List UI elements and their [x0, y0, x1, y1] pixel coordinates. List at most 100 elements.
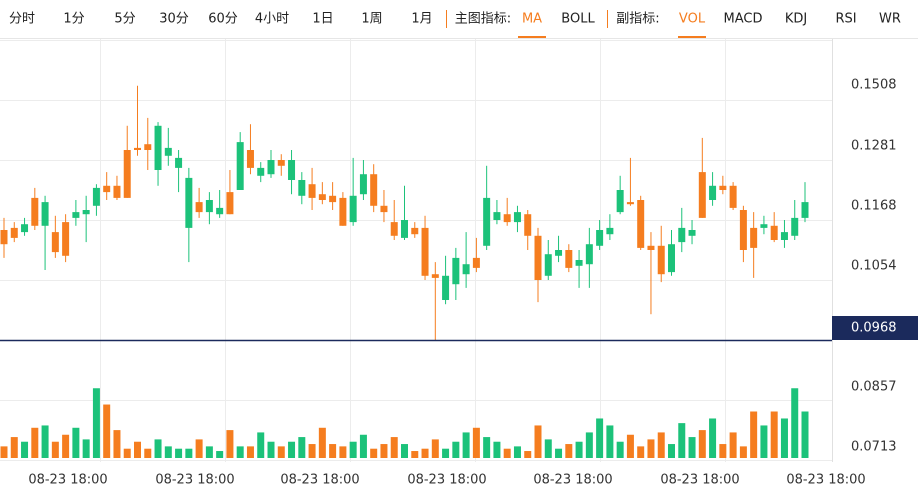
- volume-bar: [668, 444, 675, 458]
- candle-body: [329, 195, 337, 203]
- volume-bar: [103, 404, 111, 458]
- candle-body: [421, 227, 429, 276]
- timeframe-tab[interactable]: 60分: [208, 12, 238, 27]
- volume-bar: [770, 411, 778, 458]
- candle-body: [21, 224, 29, 233]
- timeframe-tab[interactable]: 30分: [159, 12, 189, 27]
- candle-body: [41, 202, 49, 226]
- candle-body: [709, 185, 717, 200]
- volume-bar: [791, 388, 799, 458]
- candle-body: [134, 147, 141, 150]
- candle-body: [0, 230, 8, 245]
- timeframe-tab[interactable]: 1分: [63, 12, 84, 27]
- candle-body: [524, 214, 532, 236]
- volume-bar: [452, 441, 460, 458]
- volume-bar: [257, 432, 265, 458]
- candle-body: [257, 167, 265, 176]
- volume-bar: [10, 437, 18, 458]
- timeframe-tab[interactable]: 1日: [312, 12, 333, 27]
- candle-body: [308, 184, 316, 198]
- timeframe-tab[interactable]: 1月: [411, 12, 432, 27]
- candle-body: [401, 220, 408, 238]
- current-price: 0.0968: [851, 321, 897, 336]
- volume-bar: [339, 446, 347, 458]
- indicator-tab[interactable]: KDJ: [785, 12, 807, 27]
- candle-body: [10, 227, 18, 238]
- volume-bar: [565, 444, 573, 458]
- volume-bar: [318, 427, 326, 458]
- indicator-tab[interactable]: RSI: [835, 12, 856, 27]
- volume-bar: [739, 446, 747, 458]
- volume-bar: [493, 441, 501, 458]
- candle-body: [503, 214, 511, 223]
- volume-bar: [134, 441, 141, 458]
- candle-body: [534, 235, 542, 280]
- volume-bar: [288, 441, 296, 458]
- volume-bar: [144, 448, 152, 458]
- candle-body: [616, 190, 624, 213]
- candle-body: [144, 144, 152, 150]
- time-label: 08-23 18:00: [660, 473, 739, 488]
- volume-bar: [709, 418, 717, 458]
- volume-bar: [92, 388, 100, 458]
- indicator-label: 副指标:: [616, 12, 659, 27]
- candle-body: [678, 227, 686, 243]
- volume-bar: [534, 425, 542, 458]
- volume-bar: [216, 451, 224, 458]
- timeframe-tab[interactable]: 5分: [114, 12, 135, 27]
- candle-body: [72, 212, 80, 218]
- candle-body: [195, 202, 203, 213]
- candle-body: [780, 232, 788, 240]
- candle-body: [801, 202, 809, 218]
- volume-bar: [123, 448, 131, 458]
- indicator-tab[interactable]: BOLL: [561, 12, 595, 27]
- volume-bar: [616, 441, 624, 458]
- volume-bar: [462, 432, 470, 458]
- candle-body: [626, 202, 634, 205]
- candle-body: [431, 274, 439, 278]
- volume-bar: [21, 441, 29, 458]
- volume-bar: [370, 448, 378, 458]
- volume-bar: [688, 437, 696, 458]
- candle-body: [216, 207, 224, 215]
- price-label: 0.1054: [851, 259, 897, 274]
- timeframe-tab[interactable]: 分时: [9, 12, 35, 27]
- time-label: 08-23 18:00: [155, 473, 234, 488]
- indicator-tab[interactable]: MA: [522, 12, 542, 27]
- volume-bar: [401, 444, 408, 458]
- volume-bar: [82, 439, 90, 458]
- candle-body: [185, 177, 193, 228]
- time-label: 08-23 18:00: [28, 473, 107, 488]
- indicator-tab[interactable]: WR: [879, 12, 901, 27]
- candle-body: [236, 142, 244, 190]
- candle-body: [493, 212, 501, 220]
- indicator-tab[interactable]: VOL: [679, 12, 706, 27]
- volume-bar: [380, 444, 388, 458]
- candle-body: [411, 227, 419, 235]
- timeframe-tab[interactable]: 4小时: [255, 12, 289, 27]
- candle-body: [31, 197, 39, 226]
- volume-bar: [637, 446, 645, 458]
- candle-body: [719, 185, 727, 190]
- candle-body: [513, 212, 521, 223]
- indicator-tab[interactable]: MACD: [724, 12, 763, 27]
- volume-bar: [431, 439, 439, 458]
- candle-body: [175, 157, 183, 168]
- time-label: 08-23 18:00: [407, 473, 486, 488]
- candle-body: [205, 200, 213, 213]
- time-label: 08-23 18:00: [533, 473, 612, 488]
- volume-bar: [719, 444, 727, 458]
- candle-body: [647, 245, 655, 250]
- candle-body: [288, 160, 296, 180]
- candle-body: [267, 160, 275, 175]
- candle-body: [298, 180, 306, 196]
- volume-bar: [544, 439, 552, 458]
- candle-body: [277, 160, 285, 166]
- volume-bar: [760, 425, 768, 458]
- volume-bar: [606, 425, 614, 458]
- volume-bar: [585, 432, 593, 458]
- timeframe-tab[interactable]: 1周: [361, 12, 382, 27]
- volume-bar: [575, 441, 583, 458]
- volume-bar: [647, 439, 655, 458]
